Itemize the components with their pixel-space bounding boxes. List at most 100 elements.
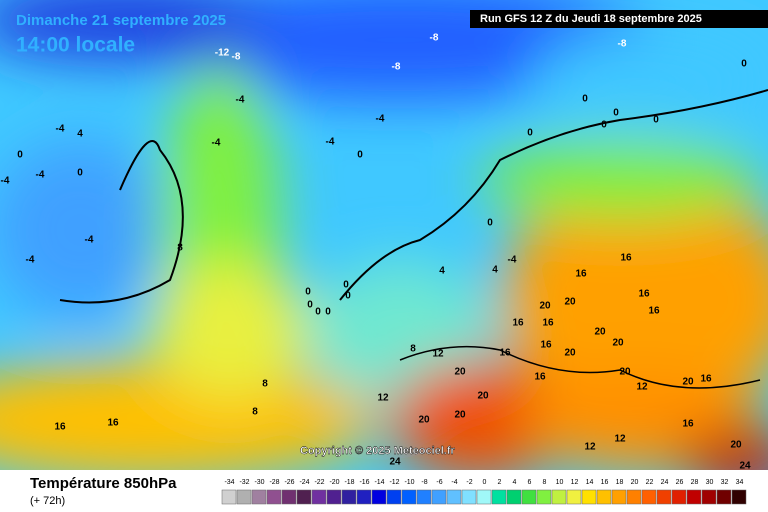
isotherm-label: 16 xyxy=(682,419,694,430)
isotherm-label: 0 xyxy=(305,287,311,298)
footer-title: Température 850hPa xyxy=(30,475,177,492)
isotherm-label: 0 xyxy=(653,115,659,126)
isotherm-label: -12 xyxy=(215,48,230,59)
isotherm-label: 20 xyxy=(477,391,489,402)
isotherm-label: 0 xyxy=(527,128,533,139)
isotherm-label: 24 xyxy=(389,457,401,468)
isotherm-label: 16 xyxy=(648,306,660,317)
scale-label: 24 xyxy=(661,479,669,486)
scale-label: -30 xyxy=(254,479,264,486)
scale-swatch xyxy=(656,489,672,505)
scale-label: -34 xyxy=(224,479,234,486)
scale-swatch xyxy=(581,489,597,505)
scale-swatch xyxy=(236,489,252,505)
scale-swatch xyxy=(416,489,432,505)
isotherm-label: -4 xyxy=(236,95,245,106)
scale-swatch xyxy=(536,489,552,505)
isotherm-label: 20 xyxy=(539,301,551,312)
scale-swatch xyxy=(671,489,687,505)
scale-swatch xyxy=(221,489,237,505)
isotherm-label: 0 xyxy=(741,59,747,70)
isotherm-label: 20 xyxy=(594,327,606,338)
isotherm-label: 12 xyxy=(614,434,626,445)
scale-swatch xyxy=(686,489,702,505)
scale-label: 34 xyxy=(736,479,744,486)
isotherm-label: 0 xyxy=(487,218,493,229)
footer-lead: (+ 72h) xyxy=(30,495,65,507)
isotherm-label: 16 xyxy=(540,340,552,351)
scale-swatch xyxy=(326,489,342,505)
scale-label: -14 xyxy=(374,479,384,486)
isotherm-label: 0 xyxy=(325,307,331,318)
scale-label: -4 xyxy=(451,479,457,486)
isotherm-label: 16 xyxy=(620,253,632,264)
scale-swatch xyxy=(371,489,387,505)
isotherm-label: 16 xyxy=(638,289,650,300)
isotherm-label: 20 xyxy=(730,440,742,451)
isotherm-label: 4 xyxy=(492,265,498,276)
scale-swatch xyxy=(566,489,582,505)
run-box xyxy=(470,10,768,28)
scale-swatch xyxy=(266,489,282,505)
scale-label: 30 xyxy=(706,479,714,486)
isotherm-label: 20 xyxy=(418,415,430,426)
isotherm-label: 0 xyxy=(357,150,363,161)
isotherm-label: 12 xyxy=(432,349,444,360)
isotherm-label: 8 xyxy=(262,379,268,390)
scale-label: -6 xyxy=(436,479,442,486)
isotherm-label: 0 xyxy=(582,94,588,105)
color-scale: -34 -32 -30 -28 -26 -24 -22 -20 -18 -16 -14 -12 -10-… xyxy=(221,479,747,505)
isotherm-label: 12 xyxy=(636,382,648,393)
scale-label: -24 xyxy=(299,479,309,486)
scale-label: 8 xyxy=(543,479,547,486)
isotherm-label: -4 xyxy=(56,124,65,135)
scale-label: -22 xyxy=(314,479,324,486)
scale-swatch xyxy=(341,489,357,505)
scale-swatch xyxy=(506,489,522,505)
isotherm-label: 12 xyxy=(584,442,596,453)
scale-label: 28 xyxy=(691,479,699,486)
scale-label: 14 xyxy=(586,479,594,486)
scale-swatch xyxy=(626,489,642,505)
run-info: Run GFS 12 Z du Jeudi 18 septembre 2025 xyxy=(480,13,702,25)
scale-label: 18 xyxy=(616,479,624,486)
isotherm-label: 20 xyxy=(564,348,576,359)
scale-label: -8 xyxy=(421,479,427,486)
isotherm-label: 16 xyxy=(575,269,587,280)
isotherm-label: 0 xyxy=(343,280,349,291)
scale-swatch xyxy=(356,489,372,505)
date: Dimanche 21 septembre 2025 xyxy=(16,12,226,29)
isotherm-label: 8 xyxy=(410,344,416,355)
isotherm-label: -4 xyxy=(85,235,94,246)
scale-label: 12 xyxy=(571,479,579,486)
isotherm-label: 0 xyxy=(315,307,321,318)
isotherm-label: 8 xyxy=(252,407,258,418)
isotherm-label: 16 xyxy=(542,318,554,329)
scale-label: 32 xyxy=(721,479,729,486)
isotherm-label: 4 xyxy=(77,129,83,140)
scale-swatch xyxy=(386,489,402,505)
isotherm-label: 16 xyxy=(512,318,524,329)
isotherm-label: 0 xyxy=(17,150,23,161)
scale-label: 2 xyxy=(498,479,502,486)
isotherm-label: -4 xyxy=(376,114,385,125)
isotherm-label: -4 xyxy=(26,255,35,266)
isotherm-label: 0 xyxy=(345,291,351,302)
isotherm-label: 20 xyxy=(682,377,694,388)
scale-swatch xyxy=(491,489,507,505)
scale-swatch xyxy=(551,489,567,505)
scale-label: 4 xyxy=(513,479,517,486)
scale-swatch xyxy=(476,489,492,505)
isotherm-label: 4 xyxy=(439,266,445,277)
isotherm-label: 24 xyxy=(739,461,751,472)
scale-label: 10 xyxy=(556,479,564,486)
scale-swatch xyxy=(251,489,267,505)
scale-label: -18 xyxy=(344,479,354,486)
isotherm-label: -4 xyxy=(508,255,517,266)
time: 14:00 locale xyxy=(16,34,135,57)
isotherm-label: -4 xyxy=(1,176,10,187)
isotherm-label: -4 xyxy=(36,170,45,181)
scale-swatch xyxy=(611,489,627,505)
